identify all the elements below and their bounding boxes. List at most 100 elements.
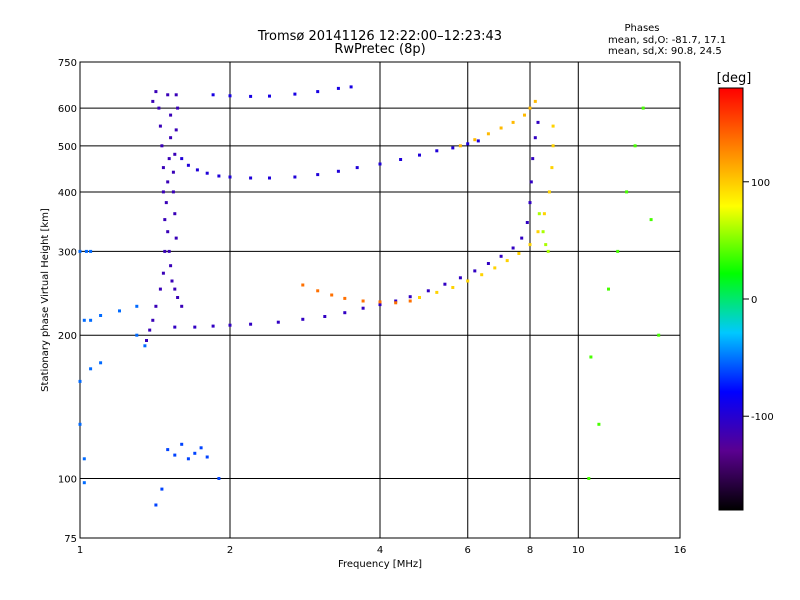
data-point (161, 271, 165, 275)
data-point (607, 287, 610, 291)
data-point (195, 168, 199, 172)
data-point (301, 317, 305, 321)
data-point (163, 218, 167, 222)
data-point (589, 355, 593, 359)
data-point (378, 162, 382, 166)
data-point (205, 171, 209, 175)
data-point (158, 124, 162, 128)
data-point (435, 290, 439, 294)
data-point (161, 166, 165, 170)
data-point (525, 221, 529, 224)
data-point (458, 144, 462, 148)
data-point (135, 304, 139, 308)
x-tick-label: 4 (377, 545, 383, 556)
data-point (473, 269, 477, 273)
data-point (542, 212, 546, 216)
data-point (174, 93, 178, 97)
y-tick-label: 100 (58, 475, 77, 486)
data-point (166, 448, 170, 452)
x-tick-label: 16 (674, 545, 687, 556)
y-tick-label: 400 (58, 188, 77, 199)
data-point (199, 446, 203, 450)
data-point (145, 339, 148, 342)
data-point (82, 457, 86, 461)
y-axis-ticks: 75 100 200 300 400 500 600 750 (58, 58, 77, 545)
chart-subtitle: RwPretec (8p) (334, 42, 425, 57)
data-point (528, 201, 532, 205)
data-point (435, 149, 439, 153)
data-point (99, 314, 103, 317)
data-point (529, 180, 533, 184)
data-point (336, 169, 340, 173)
data-point (343, 296, 347, 300)
data-point (166, 180, 170, 184)
data-point (355, 166, 359, 170)
data-point (293, 92, 297, 96)
data-point (551, 124, 555, 128)
data-point (205, 455, 209, 459)
data-point (466, 279, 470, 283)
data-point (167, 249, 171, 253)
data-point (143, 344, 147, 348)
data-point (625, 190, 629, 194)
data-point (597, 422, 601, 426)
data-point (151, 99, 155, 103)
phases-line-x: mean, sd,X: 90.8, 24.5 (608, 46, 722, 57)
data-point (520, 236, 524, 240)
data-point (276, 320, 280, 324)
data-point (169, 113, 173, 117)
data-point (361, 299, 365, 303)
data-point (228, 175, 232, 179)
data-point (166, 93, 170, 97)
data-point (546, 249, 550, 253)
x-tick-label: 8 (527, 545, 533, 556)
data-point (171, 190, 175, 194)
data-point (476, 139, 480, 143)
data-point (154, 90, 158, 94)
data-point (336, 86, 340, 90)
y-tick-label: 75 (64, 534, 77, 545)
data-point (164, 201, 168, 205)
data-point (316, 173, 320, 177)
data-point (118, 309, 121, 313)
colorbar-label: [deg] (717, 71, 752, 86)
x-axis-ticks: 1 2 4 6 8 10 16 (77, 545, 687, 556)
data-point (418, 153, 421, 157)
data-point (480, 273, 484, 277)
x-tick-label: 1 (77, 545, 83, 556)
y-tick-label: 300 (58, 247, 77, 258)
data-point (511, 246, 515, 250)
data-point (249, 94, 253, 98)
data-point (180, 157, 184, 161)
data-point (171, 170, 175, 174)
data-point (135, 333, 139, 337)
data-point (486, 132, 490, 136)
data-point (547, 190, 551, 194)
data-point (486, 262, 490, 265)
phases-line-o: mean, sd,O: -81.7, 17.1 (608, 35, 726, 46)
data-point (211, 93, 215, 97)
colorbar-tick-label: -100 (751, 412, 774, 423)
data-point (533, 136, 537, 140)
data-point (173, 212, 177, 216)
chart-title: Tromsø 20141126 12:22:00–12:23:43 (257, 29, 502, 44)
data-point (186, 457, 190, 461)
x-tick-label: 2 (227, 545, 233, 556)
data-point (176, 296, 180, 299)
data-point (176, 106, 180, 110)
data-point (217, 477, 221, 480)
data-point (157, 106, 161, 110)
data-point (531, 157, 535, 161)
colorbar-ticks: 100 0 -100 (743, 178, 774, 423)
y-axis-label: Stationary phase Virtual Height [km] (40, 208, 51, 392)
data-point (443, 282, 447, 286)
x-tick-label: 10 (572, 545, 585, 556)
data-point (160, 144, 164, 148)
data-point (458, 276, 462, 280)
data-point (82, 481, 86, 485)
y-tick-label: 200 (58, 331, 77, 342)
data-point (180, 304, 184, 308)
data-point (169, 136, 173, 140)
data-point (517, 252, 521, 255)
data-point (349, 85, 353, 89)
